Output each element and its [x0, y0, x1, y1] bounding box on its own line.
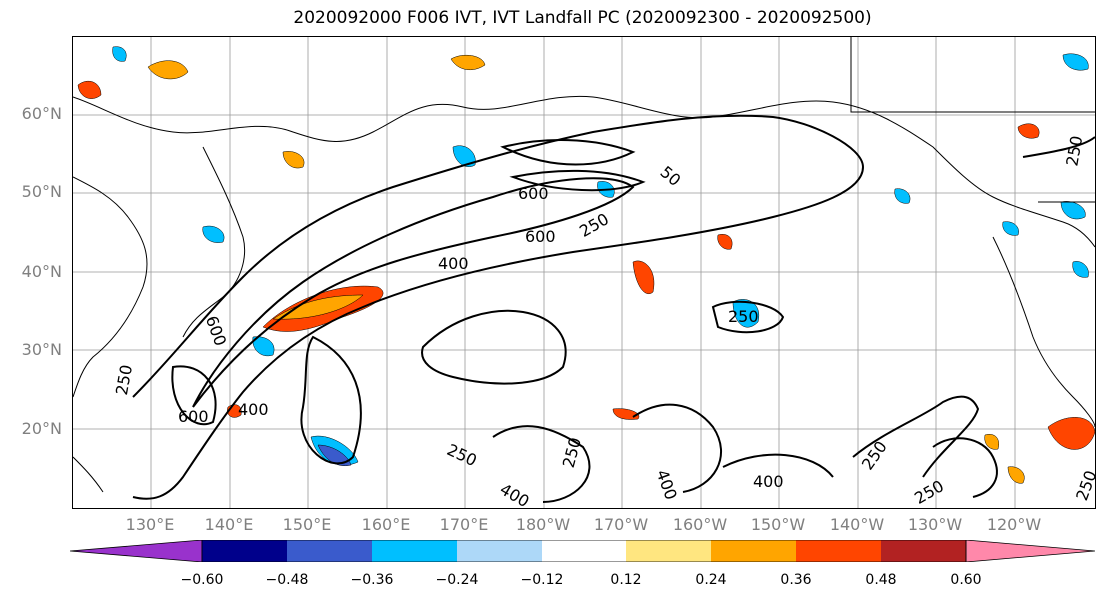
lon-label-140w: 140°W	[829, 515, 885, 534]
colorbar-segment	[711, 540, 796, 562]
lon-label-180w: 180°W	[515, 515, 571, 534]
colorbar-tick: 0.24	[695, 572, 727, 588]
contour-label: 600	[525, 227, 556, 246]
colorbar-tick: −0.12	[520, 572, 564, 588]
colorbar-tick: 0.36	[780, 572, 812, 588]
lat-label-30n: 30°N	[21, 340, 62, 359]
colorbar-segment	[626, 540, 711, 562]
graticule	[73, 37, 1095, 508]
contour-label: 250	[1062, 134, 1086, 167]
colorbar-segment	[372, 540, 457, 562]
colorbar-tick: 0.48	[865, 572, 897, 588]
lon-label-160e: 160°E	[361, 515, 411, 534]
lon-label-170w: 170°W	[593, 515, 649, 534]
contour-label: 250	[728, 307, 759, 326]
colorbar-segment	[542, 540, 626, 562]
contour-label: 400	[238, 400, 269, 419]
colorbar-segment	[881, 540, 966, 562]
contour-label: 250	[911, 476, 947, 508]
colorbar-tick: −0.60	[180, 572, 224, 588]
colorbar-segment	[287, 540, 372, 562]
contour-label: 400	[653, 467, 681, 502]
ivt-contours	[132, 114, 1095, 503]
colorbar	[70, 540, 1095, 562]
lon-label-120w: 120°W	[986, 515, 1042, 534]
lon-label-170e: 170°E	[439, 515, 489, 534]
colorbar-segment	[796, 540, 881, 562]
contour-label: 250	[559, 435, 585, 469]
colorbar-tick: 0.12	[610, 572, 642, 588]
contour-label: 250	[444, 440, 480, 470]
colorbar-segment	[457, 540, 542, 562]
positive-anomalies	[77, 54, 1095, 484]
colorbar-tick: −0.36	[350, 572, 394, 588]
contour-label: 50	[657, 162, 685, 190]
lat-label-40n: 40°N	[21, 262, 62, 281]
contour-label: 400	[497, 480, 533, 508]
lon-label-130e: 130°E	[125, 515, 175, 534]
negative-anomalies	[112, 46, 1089, 467]
map-panel: 250 400 600 600 600 400 250 600 400 250 …	[72, 36, 1096, 509]
lon-label-150e: 150°E	[282, 515, 332, 534]
lat-label-50n: 50°N	[21, 182, 62, 201]
contour-label: 600	[518, 184, 549, 203]
colorbar-tick: −0.48	[265, 572, 309, 588]
contour-label: 400	[753, 472, 784, 491]
contour-label: 250	[858, 437, 891, 473]
colorbar-segment	[202, 540, 287, 562]
lon-label-130w: 130°W	[907, 515, 963, 534]
lat-label-60n: 60°N	[21, 104, 62, 123]
contour-label: 250	[1072, 468, 1095, 503]
lon-label-160w: 160°W	[672, 515, 728, 534]
colorbar-extend-max	[965, 540, 1095, 562]
colorbar-tick: 0.60	[950, 572, 982, 588]
colorbar-tick: −0.24	[435, 572, 479, 588]
contour-label: 250	[112, 363, 136, 396]
lon-label-140e: 140°E	[204, 515, 254, 534]
map-canvas: 250 400 600 600 600 400 250 600 400 250 …	[73, 37, 1095, 508]
contour-label: 400	[438, 254, 469, 273]
coastlines	[73, 37, 1095, 493]
contour-label: 600	[202, 313, 230, 348]
lon-label-150w: 150°W	[750, 515, 806, 534]
colorbar-extend-min	[70, 540, 203, 562]
map-title: 2020092000 F006 IVT, IVT Landfall PC (20…	[293, 8, 872, 28]
contour-label: 600	[178, 407, 209, 426]
lat-label-20n: 20°N	[21, 419, 62, 438]
